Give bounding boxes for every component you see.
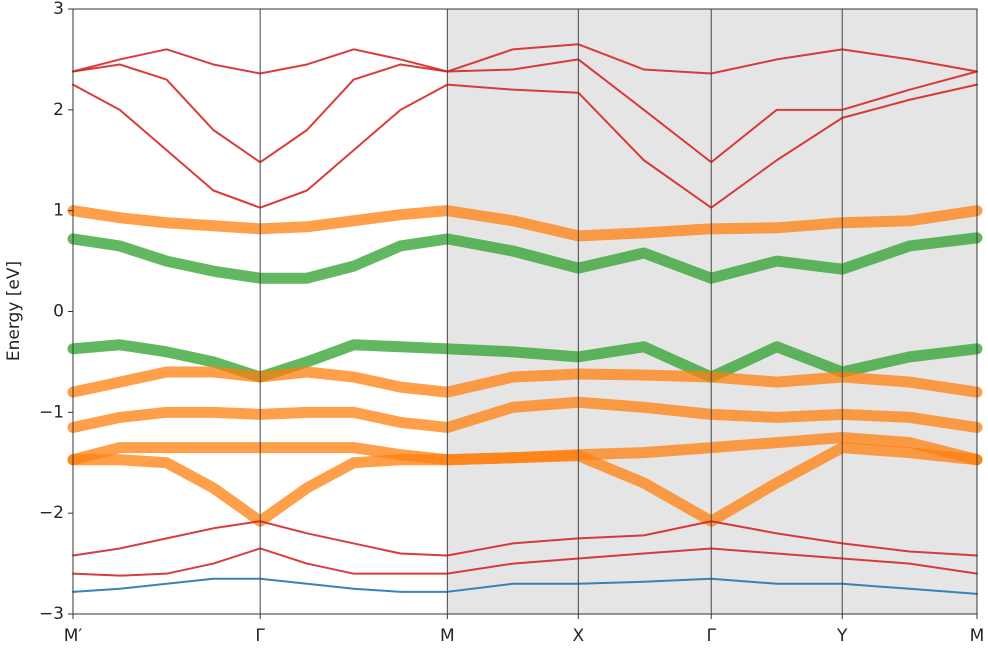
y-tick-label: 3 bbox=[53, 0, 64, 19]
x-tick-label: X bbox=[573, 626, 585, 646]
y-tick-label: 2 bbox=[53, 100, 64, 120]
y-axis-label: Energy [eV] bbox=[4, 261, 24, 361]
plot-frame bbox=[72, 8, 978, 615]
x-tick-label: M′ bbox=[64, 626, 83, 646]
y-tick-label: 1 bbox=[53, 201, 64, 221]
y-tick-label: −3 bbox=[39, 604, 64, 624]
x-tick-label: M bbox=[970, 626, 985, 646]
x-tick-label: Γ bbox=[255, 626, 265, 646]
y-tick-label: −1 bbox=[39, 402, 64, 422]
y-tick-label: 0 bbox=[53, 302, 64, 322]
x-tick-label: M bbox=[440, 626, 455, 646]
x-tick-label: Γ bbox=[706, 626, 716, 646]
y-tick-label: −2 bbox=[39, 503, 64, 523]
x-tick-label: Y bbox=[836, 626, 848, 646]
shaded-region bbox=[447, 9, 977, 614]
